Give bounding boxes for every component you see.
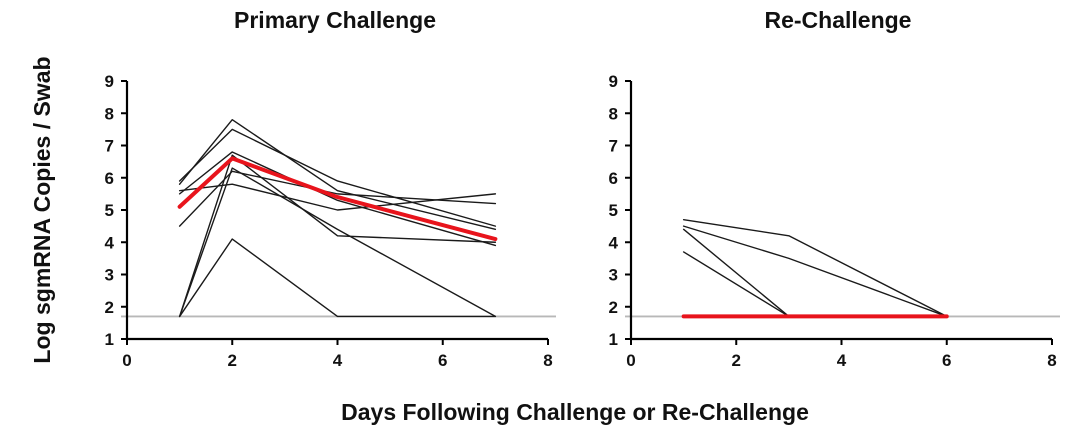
- chart-title: Re-Challenge: [765, 7, 912, 33]
- y-tick-label: 9: [105, 72, 114, 91]
- shared-x-axis-label: Days Following Challenge or Re-Challenge: [341, 399, 809, 425]
- individual-series-line: [178, 170, 497, 227]
- x-tick-label: 0: [626, 351, 635, 370]
- individual-series-line: [682, 218, 948, 318]
- y-tick-label: 7: [105, 137, 114, 156]
- individual-series-line: [178, 167, 497, 318]
- y-tick-label: 7: [609, 137, 618, 156]
- shared-y-axis-label: Log sgmRNA Copies / Swab: [29, 56, 55, 363]
- y-tick-label: 3: [609, 266, 618, 285]
- x-tick-label: 6: [942, 351, 951, 370]
- y-tick-label: 2: [105, 298, 114, 317]
- y-tick-label: 4: [105, 233, 115, 252]
- x-tick-label: 4: [837, 351, 847, 370]
- individual-series-line: [178, 183, 497, 211]
- y-tick-label: 5: [609, 201, 618, 220]
- y-tick-label: 6: [609, 169, 618, 188]
- individual-series-line: [682, 225, 948, 318]
- y-tick-label: 6: [105, 169, 114, 188]
- x-tick-label: 6: [438, 351, 447, 370]
- chart-title: Primary Challenge: [234, 7, 436, 33]
- x-tick-label: 2: [732, 351, 741, 370]
- y-tick-label: 5: [105, 201, 114, 220]
- y-tick-label: 8: [609, 104, 618, 123]
- y-tick-label: 8: [105, 104, 114, 123]
- x-tick-label: 4: [333, 351, 343, 370]
- chart-panel-primary-challenge: Primary Challenge 1 2 3 4 5 6 7 8 9 0 2 4 6 8: [105, 7, 556, 370]
- y-tick-label: 4: [609, 233, 619, 252]
- chart-panel-re-challenge: Re-Challenge 1 2 3 4 5 6 7 8 9 0 2 4 6 8: [609, 7, 1060, 370]
- individual-series-line: [682, 228, 948, 318]
- y-tick-label: 9: [609, 72, 618, 91]
- individual-series-line: [178, 238, 497, 318]
- x-tick-label: 0: [122, 351, 131, 370]
- mean-series-line: [177, 156, 498, 242]
- x-tick-label: 2: [228, 351, 237, 370]
- individual-series-line: [178, 154, 497, 318]
- x-tick-label: 8: [543, 351, 552, 370]
- y-tick-label: 2: [609, 298, 618, 317]
- individual-series-line: [178, 128, 497, 227]
- y-tick-label: 3: [105, 266, 114, 285]
- y-tick-label: 1: [105, 330, 114, 349]
- x-tick-label: 8: [1047, 351, 1056, 370]
- y-tick-label: 1: [609, 330, 618, 349]
